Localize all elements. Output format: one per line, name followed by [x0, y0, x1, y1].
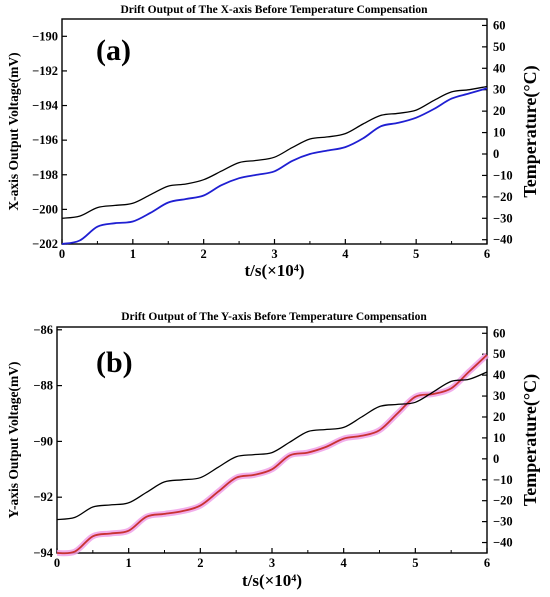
y2-tick-label: 40	[493, 61, 506, 75]
y2-tick-label: 0	[493, 147, 499, 161]
y-tick-label: −86	[33, 323, 53, 337]
y2-tick-label: 50	[493, 347, 506, 361]
ticks-group: 0 1 2 3 4 5 6−190−192−194−196−198−200−20260504…	[32, 18, 513, 261]
x-tick-label: 2	[197, 556, 203, 570]
y-axis-label: Y-axis Output Voltage(mV)	[6, 361, 21, 518]
y-tick-label: −202	[32, 237, 58, 251]
y2-tick-label: −40	[493, 536, 513, 550]
x-tick-label: 3	[269, 556, 275, 570]
y2-tick-label: −10	[493, 473, 513, 487]
x-tick-label: 6	[484, 556, 490, 570]
y2-tick-label: 60	[493, 326, 506, 340]
x-axis-label: t/s(×10⁴)	[242, 571, 302, 590]
x-tick-label: 5	[413, 247, 419, 261]
chart-x-axis-drift: Drift Output of The X-axis Before Temper…	[6, 4, 541, 280]
temperature-series-line	[61, 85, 488, 219]
series-noise-band	[56, 352, 490, 557]
y2-tick-label: 20	[493, 410, 506, 424]
y2-tick-label: 20	[493, 104, 506, 118]
y-tick-label: −194	[32, 99, 59, 113]
x-tick-label: 1	[126, 556, 132, 570]
series-group	[61, 85, 488, 245]
panel-label: (b)	[96, 346, 133, 379]
y-tick-label: −90	[33, 434, 53, 448]
y2-tick-label: 10	[493, 431, 506, 445]
x-axis-label: t/s(×10⁴)	[244, 261, 304, 280]
y2-axis-label: Temperature(°C)	[520, 374, 541, 506]
voltage-series-line	[61, 87, 488, 245]
y-tick-label: −190	[32, 29, 58, 43]
x-tick-label: 4	[342, 247, 349, 261]
chart-title: Drift Output of The Y-axis Before Temper…	[121, 311, 427, 323]
y-tick-label: −200	[32, 202, 58, 216]
y2-tick-label: −30	[493, 515, 513, 529]
y2-tick-label: 30	[493, 83, 506, 97]
y2-tick-label: −20	[493, 190, 513, 204]
y-tick-label: −94	[33, 546, 53, 560]
x-tick-label: 3	[271, 247, 277, 261]
x-tick-label: 4	[341, 556, 348, 570]
x-tick-label: 5	[412, 556, 418, 570]
y-tick-label: −88	[33, 379, 53, 393]
ticks-group: 0 1 2 3 4 5 6 −86 −88 −90 −92 −94 60 50 40 30 20 10 0 −10 −2…	[33, 323, 512, 570]
y-tick-label: −92	[33, 490, 53, 504]
y2-tick-label: −10	[493, 168, 513, 182]
y2-tick-label: −20	[493, 494, 513, 508]
y2-tick-label: 30	[493, 389, 506, 403]
y-tick-label: −198	[32, 168, 58, 182]
y2-axis-label: Temperature(°C)	[520, 65, 541, 197]
chart-title: Drift Output of The X-axis Before Temper…	[121, 4, 429, 16]
temperature-series-line	[56, 371, 488, 521]
panel-label: (a)	[96, 34, 131, 67]
y2-tick-label: 60	[493, 18, 506, 32]
series-group	[56, 352, 490, 557]
x-tick-label: 2	[201, 247, 207, 261]
y-tick-label: −196	[32, 133, 58, 147]
y-axis-label: X-axis Output Voltage(mV)	[6, 52, 21, 210]
y2-tick-label: 0	[493, 452, 499, 466]
x-tick-label: 0	[54, 556, 60, 570]
y2-tick-label: 40	[493, 368, 506, 382]
x-tick-label: 0	[59, 247, 65, 261]
voltage-series-line	[56, 354, 488, 555]
x-tick-label: 1	[130, 247, 136, 261]
y-tick-label: −192	[32, 64, 58, 78]
y2-tick-label: −40	[493, 233, 513, 247]
chart-y-axis-drift: Drift Output of The Y-axis Before Temper…	[6, 311, 541, 590]
y2-tick-label: 10	[493, 126, 506, 140]
x-tick-label: 6	[484, 247, 490, 261]
y2-tick-label: −30	[493, 211, 513, 225]
y2-tick-label: 50	[493, 40, 506, 54]
